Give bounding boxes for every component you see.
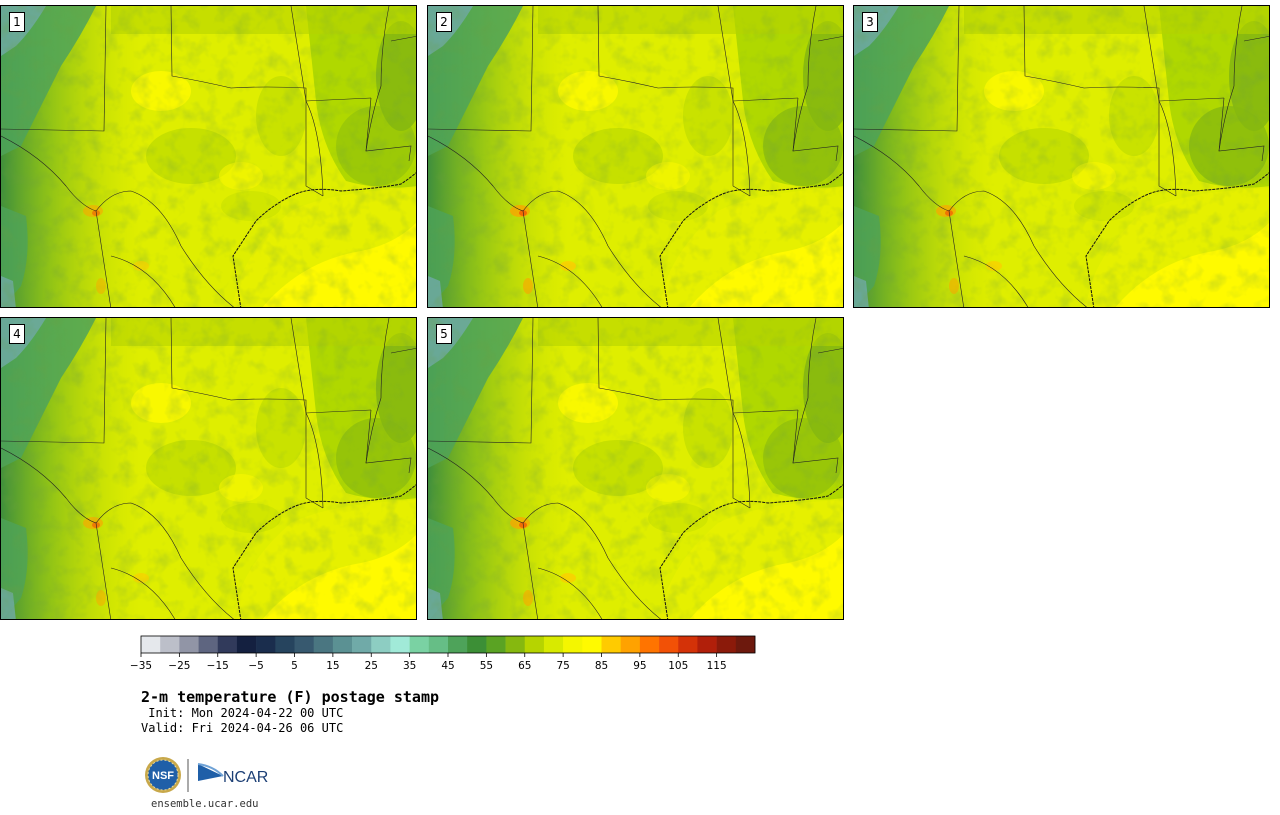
- colorbar-tick-label: 115: [707, 660, 727, 672]
- colorbar-swatch: [659, 636, 679, 653]
- nsf-ncar-logo: NSF NCAR: [145, 757, 268, 793]
- colorbar-swatch: [467, 636, 487, 653]
- colorbar-tick-label: 75: [556, 660, 569, 672]
- colorbar-swatch: [697, 636, 717, 653]
- colorbar-swatch: [160, 636, 180, 653]
- colorbar-tick-label: −5: [248, 660, 263, 672]
- colorbar-swatch: [716, 636, 737, 653]
- colorbar-swatch: [505, 636, 526, 653]
- colorbar-swatch: [639, 636, 660, 653]
- map-field: [1, 318, 416, 619]
- colorbar-swatch: [294, 636, 314, 653]
- colorbar-swatch: [275, 636, 295, 653]
- colorbar-tick-label: 95: [633, 660, 646, 672]
- map-field: [854, 6, 1269, 307]
- temperature-map-2: [428, 6, 843, 307]
- colorbar-swatch: [486, 636, 506, 653]
- colorbar-swatch: [678, 636, 698, 653]
- colorbar-swatch: [601, 636, 621, 653]
- coastline: [659, 172, 843, 307]
- colorbar-swatch: [313, 636, 334, 653]
- colorbar-tick-label: −35: [130, 660, 152, 672]
- map-field: [428, 6, 843, 307]
- colorbar-swatch: [141, 636, 161, 653]
- site-url: ensemble.ucar.edu: [151, 798, 259, 810]
- colorbar-swatch: [332, 636, 353, 653]
- colorbar-swatch: [390, 636, 410, 653]
- colorbar-tick-label: 85: [595, 660, 608, 672]
- colorbar-tick-label: 35: [403, 660, 416, 672]
- colorbar-tick-label: 15: [326, 660, 339, 672]
- state-borders: [854, 6, 1269, 307]
- valid-time: Valid: Fri 2024-04-26 06 UTC: [141, 721, 344, 735]
- colorbar-swatch: [236, 636, 257, 653]
- temperature-colorbar: −35 −25 −15 −5 5 15 25 35 45 55 65 75 85 95 105 115: [130, 635, 756, 672]
- colorbar-tick-label: 25: [365, 660, 378, 672]
- nsf-seal-icon: NSF: [145, 757, 181, 793]
- colorbar-swatch: [198, 636, 219, 653]
- ensemble-member-panel-3: 3: [853, 5, 1270, 308]
- nsf-seal-text: NSF: [152, 770, 174, 782]
- ensemble-member-panel-1: 1: [0, 5, 417, 308]
- member-label-1: 1: [9, 12, 25, 32]
- ncar-wordmark: NCAR: [223, 769, 268, 786]
- coastline: [659, 484, 843, 619]
- colorbar-tick-label: 65: [518, 660, 531, 672]
- colorbar-tick-label: −25: [168, 660, 190, 672]
- member-label-4: 4: [9, 324, 25, 344]
- colorbar-swatch: [543, 636, 564, 653]
- temperature-map-1: [1, 6, 416, 307]
- member-label-3: 3: [862, 12, 878, 32]
- colorbar-swatch: [620, 636, 641, 653]
- colorbar-swatch: [735, 636, 756, 653]
- coastline: [1085, 172, 1269, 307]
- ensemble-member-panel-5: 5: [427, 317, 844, 620]
- temperature-map-5: [428, 318, 843, 619]
- map-field: [428, 318, 843, 619]
- state-borders: [1, 318, 416, 619]
- coastline: [232, 484, 416, 619]
- colorbar-tick-label: 105: [668, 660, 688, 672]
- colorbar-swatch: [428, 636, 449, 653]
- colorbar-swatch: [563, 636, 583, 653]
- state-borders: [428, 318, 843, 619]
- colorbar-swatch: [524, 636, 545, 653]
- colorbar-swatch: [582, 636, 602, 653]
- map-field: [1, 6, 416, 307]
- colorbar-swatch: [256, 636, 276, 653]
- ensemble-member-panel-2: 2: [427, 5, 844, 308]
- colorbar-tick-label: 5: [291, 660, 298, 672]
- member-label-2: 2: [436, 12, 452, 32]
- temperature-map-3: [854, 6, 1269, 307]
- colorbar-tick-label: 45: [441, 660, 454, 672]
- colorbar-swatch: [448, 636, 468, 653]
- colorbar-tick-label: −15: [207, 660, 229, 672]
- member-label-5: 5: [436, 324, 452, 344]
- state-borders: [428, 6, 843, 307]
- temperature-map-4: [1, 318, 416, 619]
- colorbar-tick-label: 55: [480, 660, 493, 672]
- init-time: Init: Mon 2024-04-22 00 UTC: [141, 706, 344, 720]
- ncar-mark-icon: [197, 763, 224, 781]
- colorbar-swatch: [409, 636, 430, 653]
- state-borders: [1, 6, 416, 307]
- coastline: [232, 172, 416, 307]
- colorbar-swatch: [179, 636, 199, 653]
- colorbar-swatch: [352, 636, 372, 653]
- chart-title: 2-m temperature (F) postage stamp: [141, 688, 440, 706]
- colorbar-swatch: [217, 636, 238, 653]
- colorbar-swatch: [371, 636, 391, 653]
- ensemble-member-panel-4: 4: [0, 317, 417, 620]
